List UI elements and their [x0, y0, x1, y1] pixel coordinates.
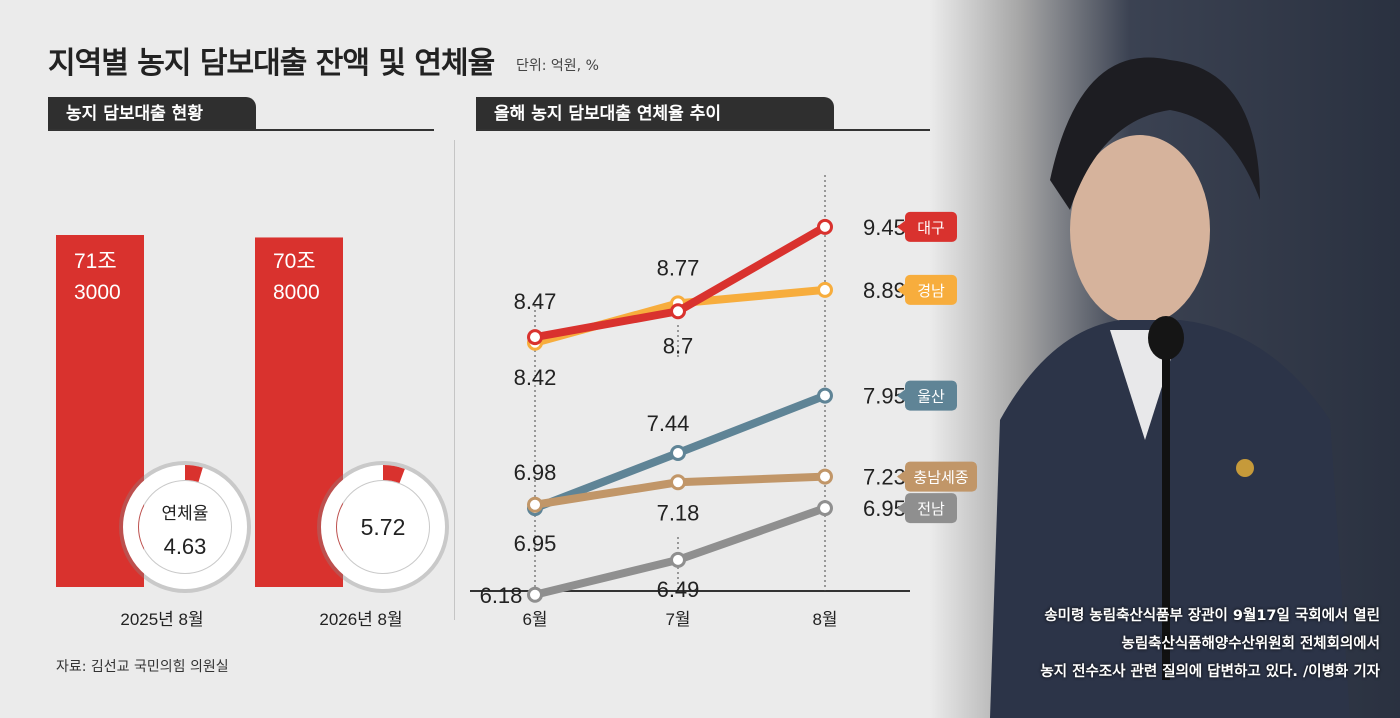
data-point [527, 496, 543, 513]
data-point [527, 329, 543, 346]
data-label: 7.44 [647, 411, 690, 436]
photo-caption-line-2: 농림축산식품해양수산위원회 전체회의에서 [1121, 636, 1380, 652]
donut-center [337, 481, 429, 573]
bar-panel-tab: 농지 담보대출 현황 [48, 97, 256, 131]
donut-value-arc [123, 465, 247, 589]
data-label: 6.49 [657, 577, 700, 602]
data-point [817, 218, 833, 235]
panel-divider [454, 140, 455, 620]
line-panel-rule [476, 129, 930, 131]
bar-panel-rule [48, 129, 434, 131]
unit-label: 단위: 억원, % [516, 58, 599, 74]
legend-tag-label: 전남 [917, 501, 945, 518]
bar-value-label: 8000 [273, 281, 320, 304]
delinquency-value: 4.63 [164, 534, 207, 559]
donut-value-arc [321, 465, 445, 589]
x-tick-label: 7월 [665, 610, 690, 629]
data-point [817, 500, 833, 517]
legend-tag [905, 211, 957, 242]
data-label: 7.18 [657, 500, 700, 525]
data-label: 6.18 [480, 583, 523, 608]
legend-tag-pointer [897, 389, 905, 402]
delinquency-line-chart: 6월 7월 8월8.428.778.89 경남8.478.79.45 대구6.957.4… [470, 175, 977, 629]
legend-tag-label: 대구 [917, 220, 945, 237]
data-point [817, 281, 833, 298]
line-panel-tab: 올해 농지 담보대출 연체율 추이 [476, 97, 834, 131]
delinquency-label: 연체율 [162, 504, 209, 523]
legend-tag-label: 울산 [917, 389, 945, 406]
legend-tag [905, 461, 977, 492]
chart-title: 지역별 농지 담보대출 잔액 및 연체율 [48, 46, 495, 81]
legend-tag-pointer [897, 502, 905, 515]
legend-tag-pointer [897, 220, 905, 233]
bar-category-label: 2025년 8월 [120, 610, 203, 629]
photo-caption-line-3: 농지 전수조사 관련 질의에 답변하고 있다. /이병화 기자 [1040, 664, 1380, 680]
data-label: 8.77 [657, 255, 700, 280]
x-tick-label: 8월 [812, 610, 837, 629]
legend-tag-pointer [897, 470, 905, 483]
data-point [670, 474, 686, 491]
legend-tag [905, 493, 957, 524]
data-point [670, 445, 686, 461]
data-point [817, 387, 833, 404]
data-label: 8.42 [514, 365, 557, 390]
data-label: 6.95 [514, 531, 557, 556]
source-note: 자료: 김선교 국민의힘 의원실 [56, 659, 229, 675]
delinquency-value: 5.72 [361, 514, 406, 540]
legend-tag-label: 경남 [917, 283, 945, 300]
photo: 송미령 농림축산식품부 장관이 9월17일 국회에서 열린 농림축산식품해양수산… [930, 0, 1400, 718]
data-point [817, 468, 833, 485]
photo-illustration [990, 57, 1350, 718]
bar-category-label: 2026년 8월 [319, 610, 402, 629]
bar-value-label: 70조 [273, 250, 316, 273]
data-label: 6.98 [514, 460, 557, 485]
legend-tag [905, 274, 957, 305]
data-point [670, 551, 686, 568]
data-label: 8.7 [663, 333, 694, 358]
bar-value-label: 71조 [74, 250, 117, 273]
data-point [527, 586, 543, 603]
legend-tag [905, 380, 957, 411]
legend-tag-pointer [897, 283, 905, 296]
donut-center [139, 481, 231, 573]
photo-caption-line-1: 송미령 농림축산식품부 장관이 9월17일 국회에서 열린 [1044, 608, 1380, 624]
series-line-대구 [531, 222, 829, 342]
loan-balance-bar-chart: 71조 3000 2025년 8월 연체율 4.63 70조 8000 2026년 8월 5.7… [56, 235, 449, 629]
x-tick-label: 6월 [522, 610, 547, 629]
data-label: 8.47 [514, 289, 557, 314]
bar-value-label: 3000 [74, 281, 121, 304]
legend-tag-label: 충남세종 [913, 470, 968, 487]
data-point [670, 303, 686, 320]
